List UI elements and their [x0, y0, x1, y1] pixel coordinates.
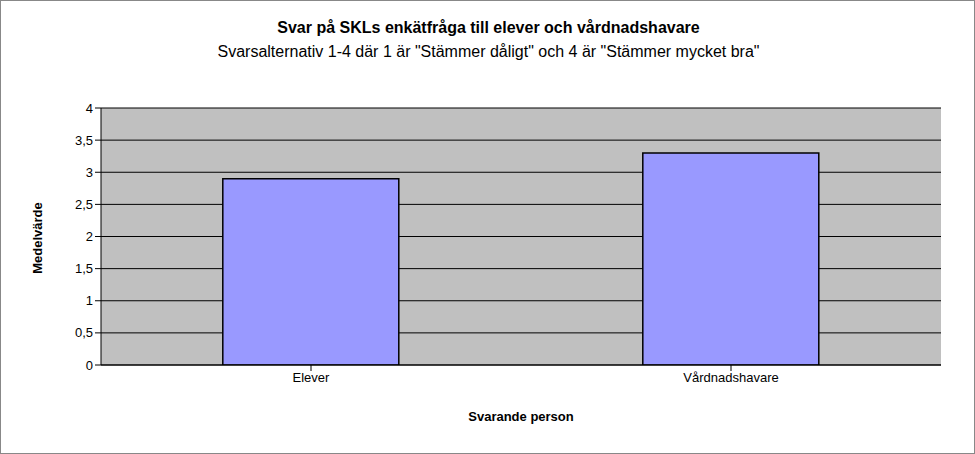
svg-text:2,5: 2,5	[75, 197, 93, 212]
svg-text:1,5: 1,5	[75, 261, 93, 276]
svg-text:4: 4	[86, 101, 93, 116]
html-text:Medelvärde: Medelvärde	[29, 202, 45, 274]
html-text:Svar på SKLs enkätfråga till e: Svar på SKLs enkätfråga till elever och …	[277, 19, 700, 36]
svg-text:0,5: 0,5	[75, 325, 93, 340]
svg-text:0: 0	[86, 358, 93, 373]
svg-text:Vårdnadshavare: Vårdnadshavare	[683, 370, 778, 385]
svg-text:3: 3	[86, 165, 93, 180]
html-text:Svarande person: Svarande person	[468, 409, 574, 424]
svg-text:2: 2	[86, 229, 93, 244]
svg-text:3,5: 3,5	[75, 133, 93, 148]
svg-text:Elever: Elever	[293, 370, 331, 385]
html-text:Svarsalternativ 1-4 där 1 är ": Svarsalternativ 1-4 där 1 är "Stämmer då…	[217, 43, 760, 60]
svg-text:1: 1	[86, 293, 93, 308]
